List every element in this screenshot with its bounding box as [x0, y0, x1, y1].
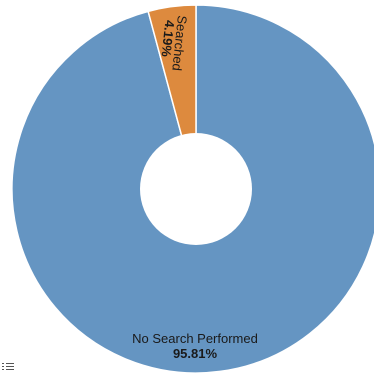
list-icon[interactable]: [2, 362, 14, 372]
slice-label-searched: Searched: [169, 15, 190, 72]
slice-label-no-search-performed: No Search Performed: [132, 331, 258, 346]
donut-hole: [140, 133, 252, 245]
slice-percent-no-search-performed: 95.81%: [173, 346, 218, 361]
slice-percent-searched: 4.19%: [159, 19, 178, 58]
